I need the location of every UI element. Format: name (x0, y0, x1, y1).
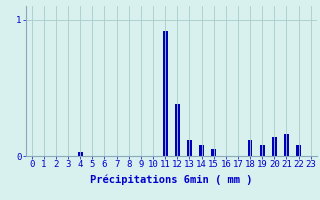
Bar (248, 140, 252, 156)
Bar (260, 145, 265, 156)
Bar (175, 104, 180, 156)
Bar (78, 152, 83, 156)
Bar (284, 134, 289, 156)
Bar (272, 137, 277, 156)
Bar (163, 31, 168, 156)
Bar (211, 149, 216, 156)
Bar (296, 145, 301, 156)
X-axis label: Précipitations 6min ( mm ): Précipitations 6min ( mm ) (90, 175, 252, 185)
Bar (199, 145, 204, 156)
Bar (187, 140, 192, 156)
